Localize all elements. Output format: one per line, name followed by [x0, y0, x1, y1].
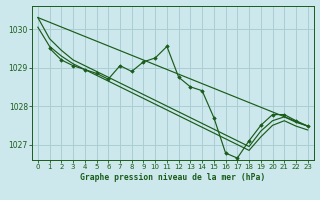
- X-axis label: Graphe pression niveau de la mer (hPa): Graphe pression niveau de la mer (hPa): [80, 173, 265, 182]
